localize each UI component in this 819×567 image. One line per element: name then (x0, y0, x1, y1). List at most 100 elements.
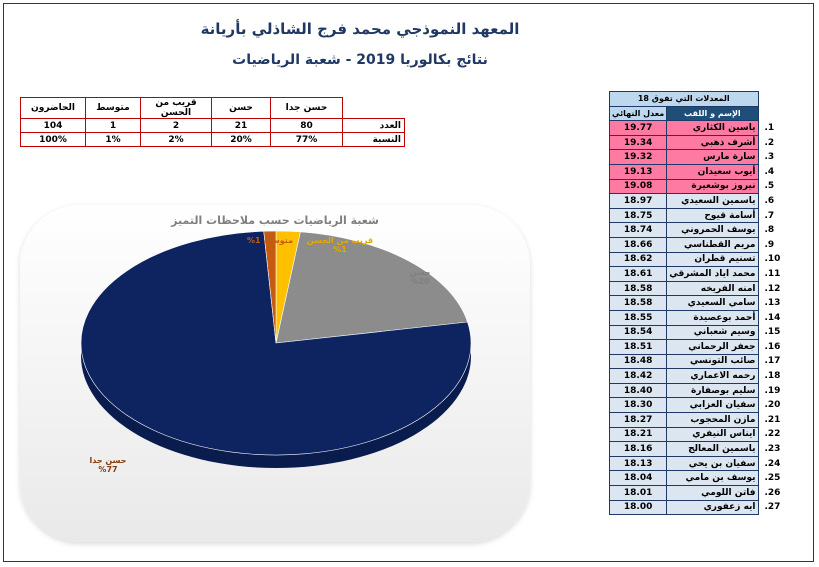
ranking-score: 18.27 (608, 412, 668, 428)
ranking-number: 11. (758, 266, 798, 282)
ranking-score: 18.01 (608, 485, 668, 501)
ranking-score: 18.21 (608, 426, 668, 443)
stats-percent-row: النسبة 77% 20% 2% 1% 100% (20, 132, 405, 147)
ranking-table: المعدلات التي تفوق 18 معدل النهائي الإسم… (608, 91, 799, 516)
ranking-name: ايناس النيفري (666, 426, 759, 443)
ranking-row: 18.00 ايه زعفوري 27. (608, 499, 798, 516)
stats-cell: 20% (211, 132, 271, 147)
ranking-number: 4. (758, 164, 798, 180)
stats-cell: 77% (270, 132, 343, 147)
ranking-score: 18.58 (608, 280, 668, 297)
ranking-row: 18.74 يوسف الحمروني 8. (608, 222, 798, 238)
ranking-number: 23. (758, 441, 798, 457)
ranking-name: أحمد بوعصيدة (666, 309, 759, 326)
ranking-number: 18. (758, 368, 798, 384)
ranking-name: يوسف الحمروني (666, 222, 759, 238)
ranking-number: 2. (758, 135, 798, 150)
ranking-row: 18.62 تسنيم قطران 10. (608, 251, 798, 268)
ranking-name: سليم بوصفارة (666, 382, 759, 399)
pie-slice-1 (275, 231, 468, 344)
ranking-columns-row: معدل النهائي الإسم و اللقب (608, 105, 798, 122)
ranking-score: 18.54 (608, 324, 668, 341)
ranking-row: 19.08 نيروز بوشعيرة 5. (608, 178, 798, 195)
ranking-score: 18.75 (608, 207, 668, 224)
ranking-score: 18.51 (608, 339, 668, 355)
ranking-col-name: الإسم و اللقب (666, 105, 759, 122)
ranking-row: 18.21 ايناس النيفري 22. (608, 426, 798, 443)
ranking-name: ياسمين المعالج (666, 441, 759, 457)
ranking-row: 19.77 ياسين الكثاري 1. (608, 120, 798, 136)
ranking-name: سفيان بن يحي (666, 455, 759, 472)
ranking-name: سفيان العزابي (666, 397, 759, 414)
ranking-number: 19. (758, 383, 798, 398)
pie-label-average: متوسط 1% (246, 236, 294, 245)
ranking-row: 18.58 سامي السعيدي 13. (608, 295, 798, 311)
ranking-number: 6. (758, 193, 798, 209)
stats-cell: 100% (20, 132, 86, 147)
ranking-score: 19.32 (608, 149, 668, 165)
ranking-number: 7. (758, 208, 798, 223)
stats-row-label: النسبة (342, 132, 405, 147)
ranking-row: 19.13 أيوب سعيدان 4. (608, 163, 798, 180)
ranking-name: ياسين الكثاري (666, 120, 759, 136)
ranking-score: 19.77 (608, 120, 668, 136)
ranking-row: 18.55 أحمد بوعصيدة 14. (608, 309, 798, 326)
ranking-score: 18.42 (608, 368, 668, 384)
ranking-row: 18.16 ياسمين المعالج 23. (608, 441, 798, 457)
ranking-row: 18.04 يوسف بن مامي 25. (608, 470, 798, 487)
ranking-score: 18.58 (608, 295, 668, 311)
ranking-number: 5. (758, 179, 798, 194)
ranking-name: أيوب سعيدان (666, 163, 759, 180)
ranking-name: أسامة قيوح (666, 207, 759, 224)
ranking-score: 18.48 (608, 353, 668, 370)
ranking-header-title: المعدلات التي تفوق 18 (609, 91, 759, 107)
page-title: المعهد النموذجي محمد فرج الشاذلي بأريانة (200, 20, 520, 38)
ranking-score: 19.13 (608, 163, 668, 180)
ranking-number: 20. (758, 397, 798, 413)
pie-slices (80, 230, 472, 456)
ranking-name: صائب التونسي (666, 353, 759, 370)
stats-cell: 2% (140, 132, 212, 147)
ranking-row: 18.42 رحمه الاعماري 18. (608, 368, 798, 384)
ranking-col-score: معدل النهائي (608, 105, 668, 122)
ranking-score: 18.66 (608, 236, 668, 253)
ranking-number: 16. (758, 339, 798, 355)
ranking-number: 17. (758, 354, 798, 369)
ranking-name: ايه زعفوري (666, 499, 759, 516)
ranking-score: 19.34 (608, 134, 668, 151)
ranking-number: 22. (758, 427, 798, 442)
ranking-row: 18.40 سليم بوصفارة 19. (608, 382, 798, 399)
ranking-number: 14. (758, 310, 798, 325)
ranking-name: مريم القطناسي (666, 236, 759, 253)
ranking-row: 19.34 أشرف ذهبي 2. (608, 134, 798, 151)
ranking-row: 19.32 سارة مارس 3. (608, 149, 798, 165)
ranking-row: 18.51 جعفر الرحماني 16. (608, 339, 798, 355)
ranking-name: تسنيم قطران (666, 251, 759, 268)
ranking-number: 27. (758, 500, 798, 515)
ranking-number: 25. (758, 470, 798, 486)
ranking-score: 18.40 (608, 382, 668, 399)
ranking-row: 18.75 أسامة قيوح 7. (608, 207, 798, 224)
ranking-score: 18.00 (608, 499, 668, 516)
ranking-row: 18.54 وسيم شعباني 15. (608, 324, 798, 341)
stats-header-cell: قريب من الحسن (140, 97, 212, 119)
ranking-name: أشرف ذهبي (666, 134, 759, 151)
ranking-number: 21. (758, 412, 798, 428)
pie-label-good: حسن 20% (409, 268, 431, 286)
pie-slice-3 (263, 230, 277, 344)
ranking-name: فاتن اللومي (666, 485, 759, 501)
ranking-number: 3. (758, 149, 798, 165)
ranking-number: 24. (758, 456, 798, 471)
ranking-row: 18.01 فاتن اللومي 26. (608, 485, 798, 501)
ranking-number: 1. (758, 120, 798, 136)
ranking-score: 18.16 (608, 441, 668, 457)
ranking-number: 26. (758, 485, 798, 501)
ranking-number: 9. (758, 237, 798, 253)
ranking-name: ياسمين السعيدي (666, 193, 759, 209)
ranking-name: رحمه الاعماري (666, 368, 759, 384)
ranking-name: سامي السعيدي (666, 295, 759, 311)
pie-label-fair: قريب من الحسن 1% (306, 236, 374, 254)
ranking-row: 18.30 سفيان العزابي 20. (608, 397, 798, 414)
ranking-score: 18.55 (608, 309, 668, 326)
